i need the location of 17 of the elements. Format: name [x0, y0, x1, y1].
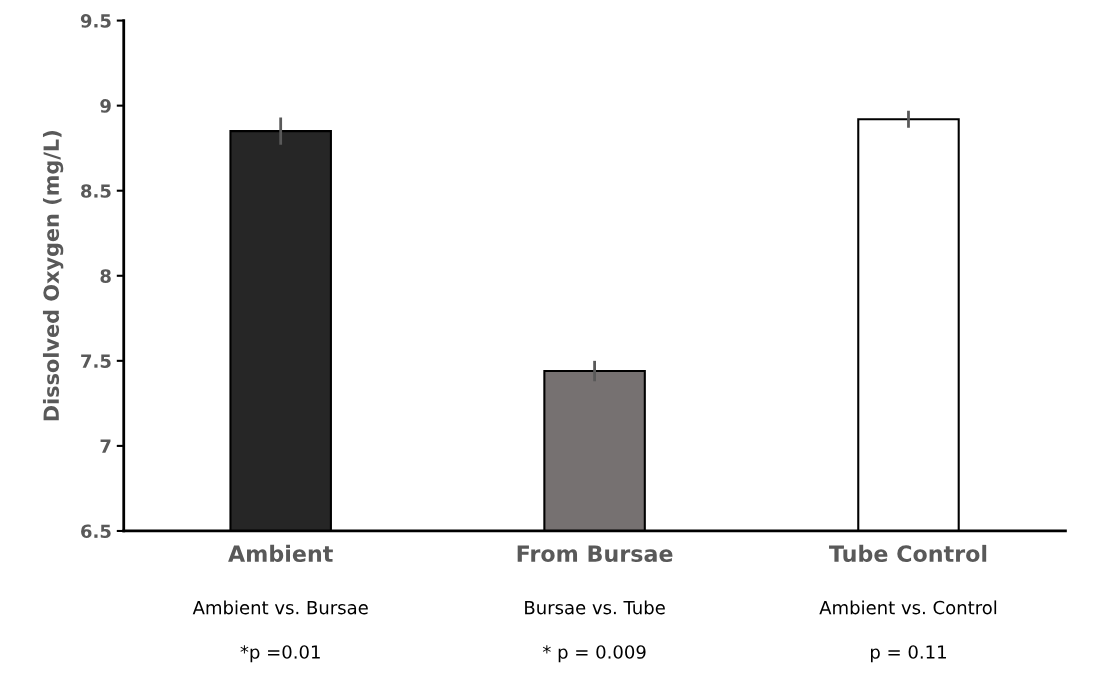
text: * p = 0.009: [542, 645, 646, 663]
text: p = 0.11: [870, 645, 946, 663]
y-tick-label: 9: [100, 99, 111, 113]
y-tick-label: 9.5: [80, 14, 111, 28]
text: *p =0.01: [240, 645, 320, 663]
y-tick-label: 6.5: [81, 524, 111, 539]
y-tick-label: 8: [100, 269, 111, 283]
y-tick-label: 8.5: [81, 184, 111, 198]
text: Bursae vs. Tube: [525, 600, 665, 615]
x-tick-label: Tube Control: [829, 544, 987, 563]
y-axis-title: Dissolved Oxygen (mg/L): [42, 131, 64, 421]
text: Ambient vs. Bursae: [192, 600, 368, 615]
x-tick-label: From Bursae: [517, 545, 673, 563]
y-tick-label: 7: [100, 439, 111, 453]
x-tick-label: Ambient: [228, 544, 333, 563]
text: Ambient vs. Control: [819, 600, 997, 615]
y-tick-label: 7.5: [81, 354, 111, 368]
